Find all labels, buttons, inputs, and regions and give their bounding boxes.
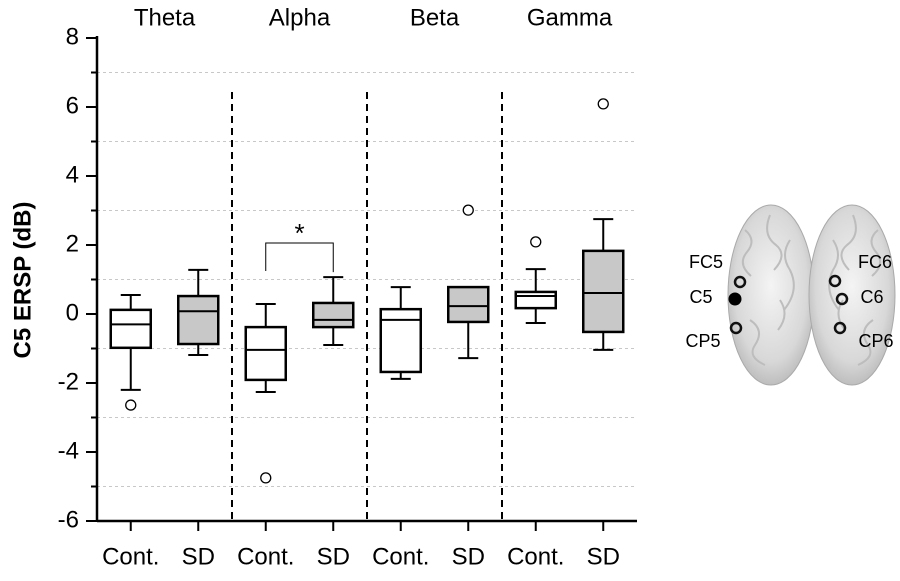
electrode: [828, 274, 842, 288]
box: [582, 249, 625, 334]
electrode: [833, 321, 847, 335]
brain-diagram: FC5 C5 CP5 FC6 C6 CP6: [685, 204, 896, 386]
x-tick-label: Cont.: [372, 543, 429, 570]
box: [244, 325, 287, 382]
outlier: [260, 472, 272, 484]
group-label: Alpha: [269, 4, 331, 31]
electrode-label: FC5: [689, 252, 723, 272]
x-tick-label: SD: [317, 543, 350, 570]
gyri: [741, 214, 882, 366]
outlier: [462, 204, 474, 216]
x-tick-label: Cont.: [102, 543, 159, 570]
plot: -6 -4 -2 0 2 4 6 8 Theta Alpha Beta Gamma Cont. SD Con…: [58, 4, 637, 570]
y-tick-label: 2: [66, 230, 79, 257]
left-hemisphere: [727, 204, 815, 386]
y-tick-label: 8: [66, 23, 79, 50]
y-tick-label: 6: [66, 92, 79, 119]
electrode-label: CP6: [858, 331, 893, 351]
significance-marker: *: [294, 218, 304, 248]
box: [109, 308, 152, 350]
box: [312, 301, 355, 329]
electrode: [733, 275, 747, 289]
box: [514, 290, 557, 310]
y-tick-label: -4: [58, 437, 79, 464]
outlier: [597, 98, 609, 110]
outlier: [530, 236, 542, 248]
electrode-label: CP5: [685, 331, 720, 351]
electrode: [729, 321, 743, 335]
electrode: [835, 292, 849, 306]
box: [447, 285, 490, 324]
electrode-label: FC6: [858, 252, 892, 272]
y-axis-label: C5 ERSP (dB): [9, 202, 36, 359]
electrode-label: C5: [689, 287, 712, 307]
x-tick-label: SD: [452, 543, 485, 570]
y-tick-label: 0: [66, 299, 79, 326]
electrode: [728, 292, 742, 306]
x-tick-label: Cont.: [237, 543, 294, 570]
x-tick-label: SD: [587, 543, 620, 570]
x-tick-label: Cont.: [507, 543, 564, 570]
y-tick-label: -6: [58, 506, 79, 533]
y-tick-label: -2: [58, 368, 79, 395]
y-tick-label: 4: [66, 161, 79, 188]
group-label: Beta: [410, 4, 460, 31]
electrode-label: C6: [860, 287, 883, 307]
box: [177, 294, 220, 346]
x-tick-label: SD: [182, 543, 215, 570]
significance-bracket: [265, 242, 334, 273]
group-label: Theta: [134, 4, 196, 31]
outlier: [125, 399, 137, 411]
box: [379, 307, 422, 374]
group-label: Gamma: [527, 4, 613, 31]
